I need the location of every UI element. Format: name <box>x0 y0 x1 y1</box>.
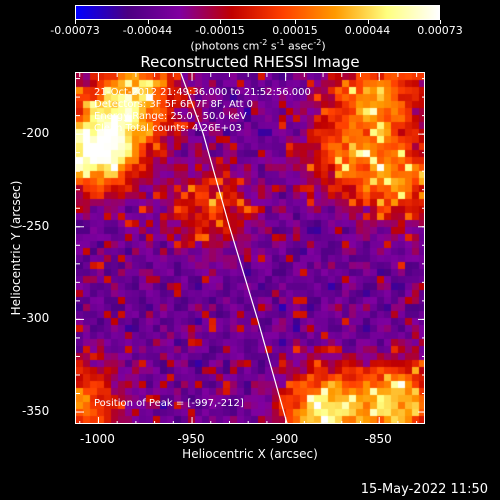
y-axis-label: Heliocentric Y (arcsec) <box>9 180 23 316</box>
time-range-annotation: 21-Oct-2012 21:49:36.000 to 21:52:56.000 <box>94 87 311 98</box>
colorbar-tick-label: -0.00044 <box>122 24 173 37</box>
colorbar-tick <box>440 20 441 24</box>
chart-title: Reconstructed RHESSI Image <box>140 53 360 71</box>
peak-position-annotation: Position of Peak = [-997,-212] <box>94 398 244 409</box>
x-tick-label: -1000 <box>80 432 115 446</box>
colorbar-tick-label: -0.00073 <box>50 24 100 37</box>
y-tick-label: -350 <box>22 404 50 419</box>
y-tick-label: -300 <box>22 311 50 326</box>
colorbar-tick <box>147 20 149 24</box>
heatmap-image <box>76 73 424 423</box>
colorbar-units-label: (photons cm-2 s-1 asec-2) <box>190 38 326 53</box>
plot-area: 21-Oct-2012 21:49:36.000 to 21:52:56.000… <box>75 72 425 424</box>
detectors-annotation: Detectors: 3F 5F 6F 7F 8F, Att 0 <box>94 99 254 110</box>
colorbar-tick <box>295 20 296 24</box>
energy-range-annotation: Energy Range: 25.0 - 50.0 keV <box>94 111 247 122</box>
x-tick-label: -850 <box>364 432 392 446</box>
colorbar-tick <box>220 20 221 24</box>
method-counts-annotation: Clean Total counts: 4.26E+03 <box>94 123 242 134</box>
colorbar-tick <box>75 20 76 24</box>
x-tick-label: -950 <box>177 432 205 446</box>
colorbar-tick-label: 0.00015 <box>272 24 318 37</box>
x-axis-label: Heliocentric X (arcsec) <box>182 447 318 461</box>
colorbar <box>75 5 440 20</box>
solar-limb-line <box>180 73 288 423</box>
colorbar-tick-label: -0.00015 <box>195 24 245 37</box>
colorbar-tick <box>367 20 369 24</box>
y-tick-label: -200 <box>22 126 50 141</box>
x-tick-label: -900 <box>271 432 299 446</box>
plot-overlay <box>76 73 424 423</box>
footer-timestamp: 15-May-2022 11:50 <box>360 482 488 497</box>
colorbar-tick-label: 0.00044 <box>344 24 391 37</box>
y-tick-label: -250 <box>22 218 50 233</box>
colorbar-tick-label: 0.00073 <box>417 24 463 37</box>
